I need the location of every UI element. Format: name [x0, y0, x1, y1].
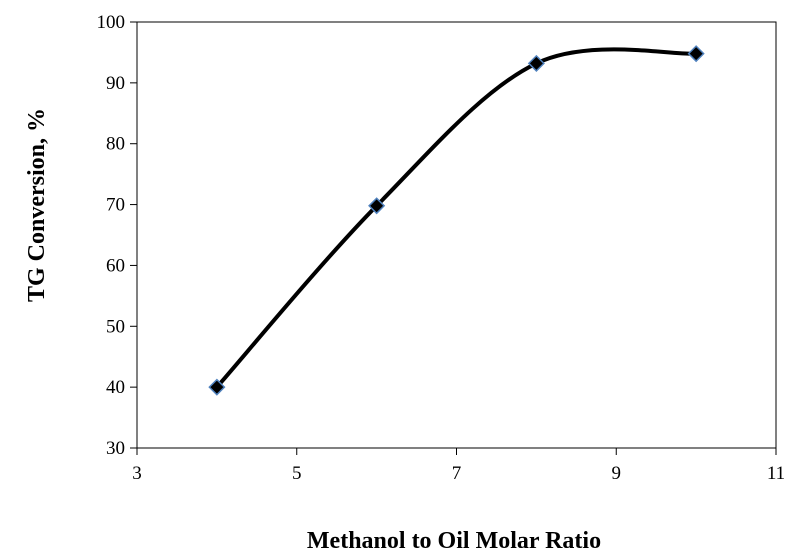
data-point	[687, 45, 705, 63]
data-point	[208, 378, 226, 396]
data-point	[527, 54, 545, 72]
y-tick-label: 100	[97, 12, 126, 33]
y-tick-label: 50	[106, 316, 125, 337]
x-tick-label: 7	[452, 463, 462, 484]
y-tick-label: 60	[106, 255, 125, 276]
axes	[136, 21, 777, 449]
plot-area	[208, 45, 705, 396]
y-tick-label: 70	[106, 195, 125, 216]
x-tick-label: 9	[612, 463, 622, 484]
y-tick-label: 80	[106, 134, 125, 155]
plot-frame	[136, 21, 777, 449]
y-tick-label: 90	[106, 73, 125, 94]
x-axis-title: Methanol to Oil Molar Ratio	[307, 528, 601, 554]
data-point	[368, 197, 386, 215]
x-tick-label: 3	[132, 463, 142, 484]
y-tick-label: 40	[106, 377, 125, 398]
y-tick-label: 30	[106, 438, 125, 459]
ticks: 30 40 50 60 70 80 90 100 3 5 7 9 11	[97, 12, 786, 484]
y-axis-title: TG Conversion, %	[24, 108, 50, 302]
x-tick-label: 5	[292, 463, 302, 484]
x-tick-label: 11	[767, 463, 785, 484]
series-line	[215, 47, 697, 389]
